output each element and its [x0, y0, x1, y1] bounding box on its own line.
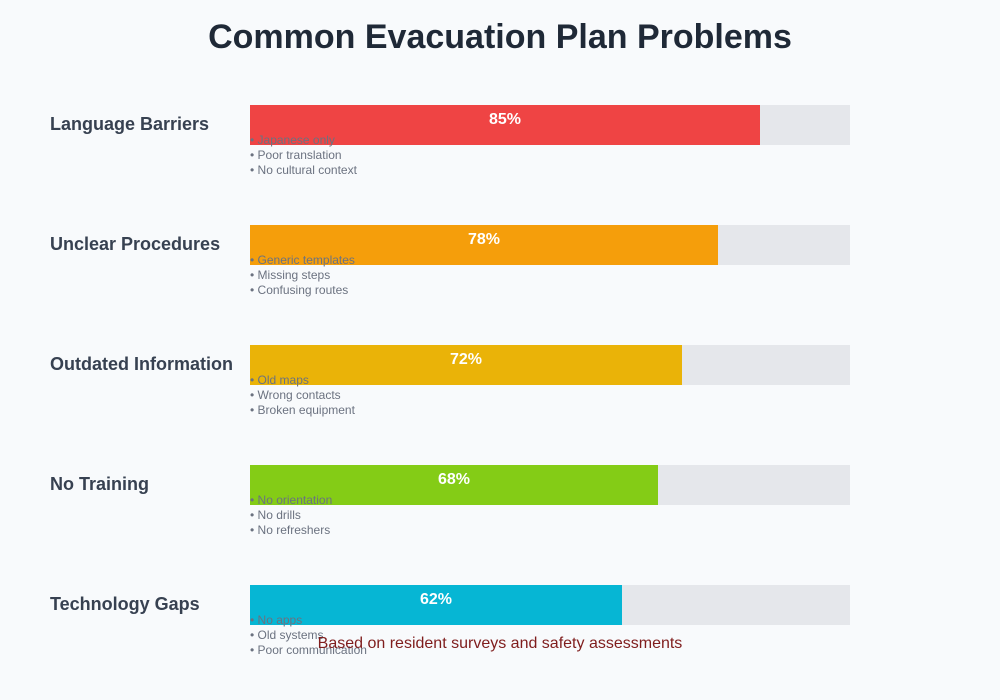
- detail-item: • Japanese only: [250, 133, 335, 147]
- detail-item: • No cultural context: [250, 163, 357, 177]
- value-label: 78%: [467, 231, 501, 248]
- bar-track: 72%: [250, 345, 850, 385]
- bar-row: Language Barriers 85% • Japanese only • P…: [0, 105, 1000, 205]
- bar: [250, 345, 682, 385]
- detail-item: • No drills: [250, 508, 301, 522]
- category-label: Unclear Procedures: [50, 234, 221, 254]
- detail-item: • No refreshers: [250, 523, 331, 537]
- detail-item: • No orientation: [250, 493, 333, 507]
- chart-title: Common Evacuation Plan Problems: [208, 18, 792, 56]
- value-label: 62%: [419, 591, 453, 608]
- bar: [250, 465, 658, 505]
- footnote: Based on resident surveys and safety ass…: [317, 635, 683, 652]
- detail-list: • No orientation • No drills • No refreshe…: [250, 493, 332, 538]
- value-label: 68%: [437, 471, 471, 488]
- bar-track: 78%: [250, 225, 850, 265]
- bar: [250, 585, 622, 625]
- detail-item: • Confusing routes: [250, 283, 349, 297]
- detail-list: • Old maps • Wrong contacts • Broken equip…: [250, 373, 355, 418]
- category-label: Technology Gaps: [50, 594, 200, 614]
- category-label: Language Barriers: [50, 114, 210, 134]
- category-label: No Training: [50, 474, 149, 494]
- detail-item: • Old maps: [250, 373, 309, 387]
- bar-track: 62%: [250, 585, 850, 625]
- detail-item: • Broken equipment: [250, 403, 355, 417]
- detail-item: • Generic templates: [250, 253, 355, 267]
- detail-item: • Wrong contacts: [250, 388, 341, 402]
- value-label: 85%: [488, 111, 522, 128]
- detail-item: • No apps: [250, 613, 303, 627]
- bar-track: 85%: [250, 105, 850, 145]
- detail-list: • No apps • Old systems • Poor communicati…: [250, 613, 367, 658]
- bar-row: Technology Gaps 62% • No apps • Old syste…: [0, 585, 1000, 685]
- bar: [250, 225, 718, 265]
- detail-item: • Poor communication: [250, 643, 367, 657]
- bar-row: No Training 68% • No orientation • No dri…: [0, 465, 1000, 565]
- bar: [250, 105, 760, 145]
- bar-row: Unclear Procedures 78% • Generic templat…: [0, 225, 1000, 325]
- detail-list: • Generic templates • Missing steps • Conf…: [250, 253, 355, 298]
- value-label: 72%: [449, 351, 483, 368]
- bar-track: 68%: [250, 465, 850, 505]
- detail-item: • Poor translation: [250, 148, 342, 162]
- category-label: Outdated Information: [50, 354, 233, 374]
- detail-list: • Japanese only • Poor translation • No cu…: [250, 133, 357, 178]
- detail-item: • Old systems: [250, 628, 324, 642]
- detail-item: • Missing steps: [250, 268, 331, 282]
- bar-row: Outdated Information 72% • Old maps • Wro…: [0, 345, 1000, 445]
